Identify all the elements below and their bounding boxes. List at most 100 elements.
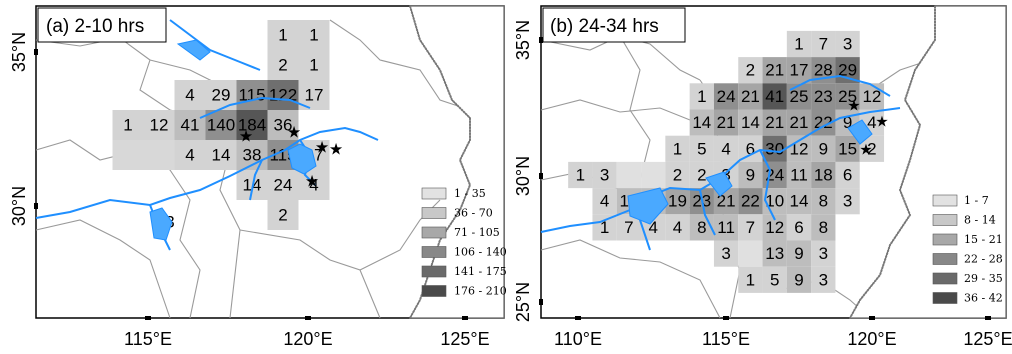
cell-value: 3 xyxy=(843,192,852,211)
legend-swatch xyxy=(932,272,958,285)
river xyxy=(699,189,716,236)
river xyxy=(759,149,776,221)
grid-cell xyxy=(738,240,763,267)
legend-swatch xyxy=(421,246,447,258)
cell-value: 28 xyxy=(814,61,833,80)
legend-label: 22 - 28 xyxy=(964,253,1003,266)
cell-value: 1 xyxy=(600,218,609,237)
legend-label: 176 - 210 xyxy=(454,285,507,298)
grid-cell xyxy=(267,50,299,80)
station-star-icon: ★ xyxy=(859,142,872,159)
cell-value: 4 xyxy=(721,139,730,158)
cell-value: 2 xyxy=(746,61,755,80)
grid-cell xyxy=(112,110,144,140)
cell-value: 1 xyxy=(794,35,803,54)
river xyxy=(35,126,379,219)
cell-value: 41 xyxy=(765,87,784,106)
grid-cell xyxy=(762,161,787,189)
cell-value: 9 xyxy=(819,139,828,158)
station-star-icon: ★ xyxy=(305,174,319,191)
cell-value: 4 xyxy=(673,218,682,237)
cell-value: 30 xyxy=(765,139,784,158)
legend-label: 141 - 175 xyxy=(454,265,507,278)
cell-value: 12 xyxy=(790,139,809,158)
cell-value: 4 xyxy=(867,113,876,132)
grid-cell xyxy=(762,240,787,267)
legend-swatch xyxy=(421,226,447,239)
grid-cell xyxy=(713,240,739,267)
cell-value: 115 xyxy=(238,86,265,105)
grid-cell xyxy=(738,214,763,241)
legend-label: 8 - 14 xyxy=(964,214,996,227)
cell-value: 19 xyxy=(668,192,687,211)
cell-value: 2 xyxy=(673,166,682,185)
x-tick-mark xyxy=(723,316,729,320)
grid-cell xyxy=(811,188,836,215)
cell-value: 38 xyxy=(243,146,262,165)
y-tick-mark xyxy=(34,49,38,55)
legend-label: 36 - 42 xyxy=(964,292,1003,305)
panel-a-rivers xyxy=(35,19,379,251)
cell-value: 22 xyxy=(741,192,760,211)
grid-cell xyxy=(205,110,237,140)
grid-cell xyxy=(762,135,787,162)
legend-swatch xyxy=(932,253,958,265)
legend-label: 36 - 70 xyxy=(454,207,493,220)
x-tick-mark xyxy=(985,316,991,320)
legend-label: 71 - 105 xyxy=(454,226,500,239)
panel-a-title: (a) 2-10 hrs xyxy=(46,16,144,37)
cell-value: 9 xyxy=(843,113,852,132)
cell-value: 25 xyxy=(790,87,809,106)
grid-cell xyxy=(811,161,836,189)
cell-value: 4 xyxy=(648,218,657,237)
river xyxy=(249,159,263,201)
cell-value: 1 xyxy=(746,270,755,289)
grid-cell xyxy=(267,200,299,230)
x-tick-label: 115°E xyxy=(702,329,750,349)
grid-cell xyxy=(786,188,812,215)
cell-value: 1 xyxy=(309,56,318,75)
grid-cell xyxy=(174,80,206,110)
panel-a-title-box xyxy=(37,7,167,43)
cell-value: 3 xyxy=(819,244,828,263)
river xyxy=(169,19,261,71)
panel-b-stations: ★★★ xyxy=(847,98,888,159)
cell-value: 1 xyxy=(697,87,706,106)
grid-cell xyxy=(665,161,690,189)
cell-value: 1 xyxy=(309,26,318,45)
grid-cell xyxy=(713,135,739,162)
cell-value: 3 xyxy=(721,244,730,263)
lake xyxy=(149,207,173,241)
grid-cell xyxy=(786,240,812,267)
grid-cell xyxy=(713,83,739,110)
grid-cell xyxy=(738,109,763,136)
cell-value: 23 xyxy=(814,87,833,106)
grid-cell xyxy=(267,110,299,140)
grid-cell xyxy=(641,161,666,189)
cell-value: 14 xyxy=(212,146,231,165)
cell-value: 7 xyxy=(819,35,828,54)
panel-a-grid-cells: 1 12 14 29 115 122 171 12 41 140 184 364 14 38 115 1714… xyxy=(112,20,330,232)
legend-swatch xyxy=(932,194,958,207)
cell-value: 21 xyxy=(765,61,784,80)
river xyxy=(540,107,901,233)
grid-cell-blank xyxy=(112,140,144,170)
y-tick-mark xyxy=(34,203,38,209)
grid-cell xyxy=(786,109,812,136)
legend-label: 106 - 140 xyxy=(454,246,507,259)
grid-cell xyxy=(738,161,763,189)
province-boundary xyxy=(35,219,171,319)
grid-cell xyxy=(738,83,763,110)
panel-a: 1 12 14 29 115 122 171 12 41 140 184 364 14 38 115 1714… xyxy=(35,5,507,319)
grid-cell xyxy=(236,80,268,110)
grid-cell xyxy=(811,266,836,293)
cell-value: 2 xyxy=(278,206,287,225)
station-star-icon: ★ xyxy=(875,114,888,131)
grid-cell xyxy=(267,20,299,50)
station-star-icon: ★ xyxy=(239,129,253,146)
grid-cell xyxy=(738,266,763,293)
grid-cell xyxy=(835,30,860,58)
cell-value: 2 xyxy=(867,139,876,158)
lake xyxy=(287,143,317,175)
